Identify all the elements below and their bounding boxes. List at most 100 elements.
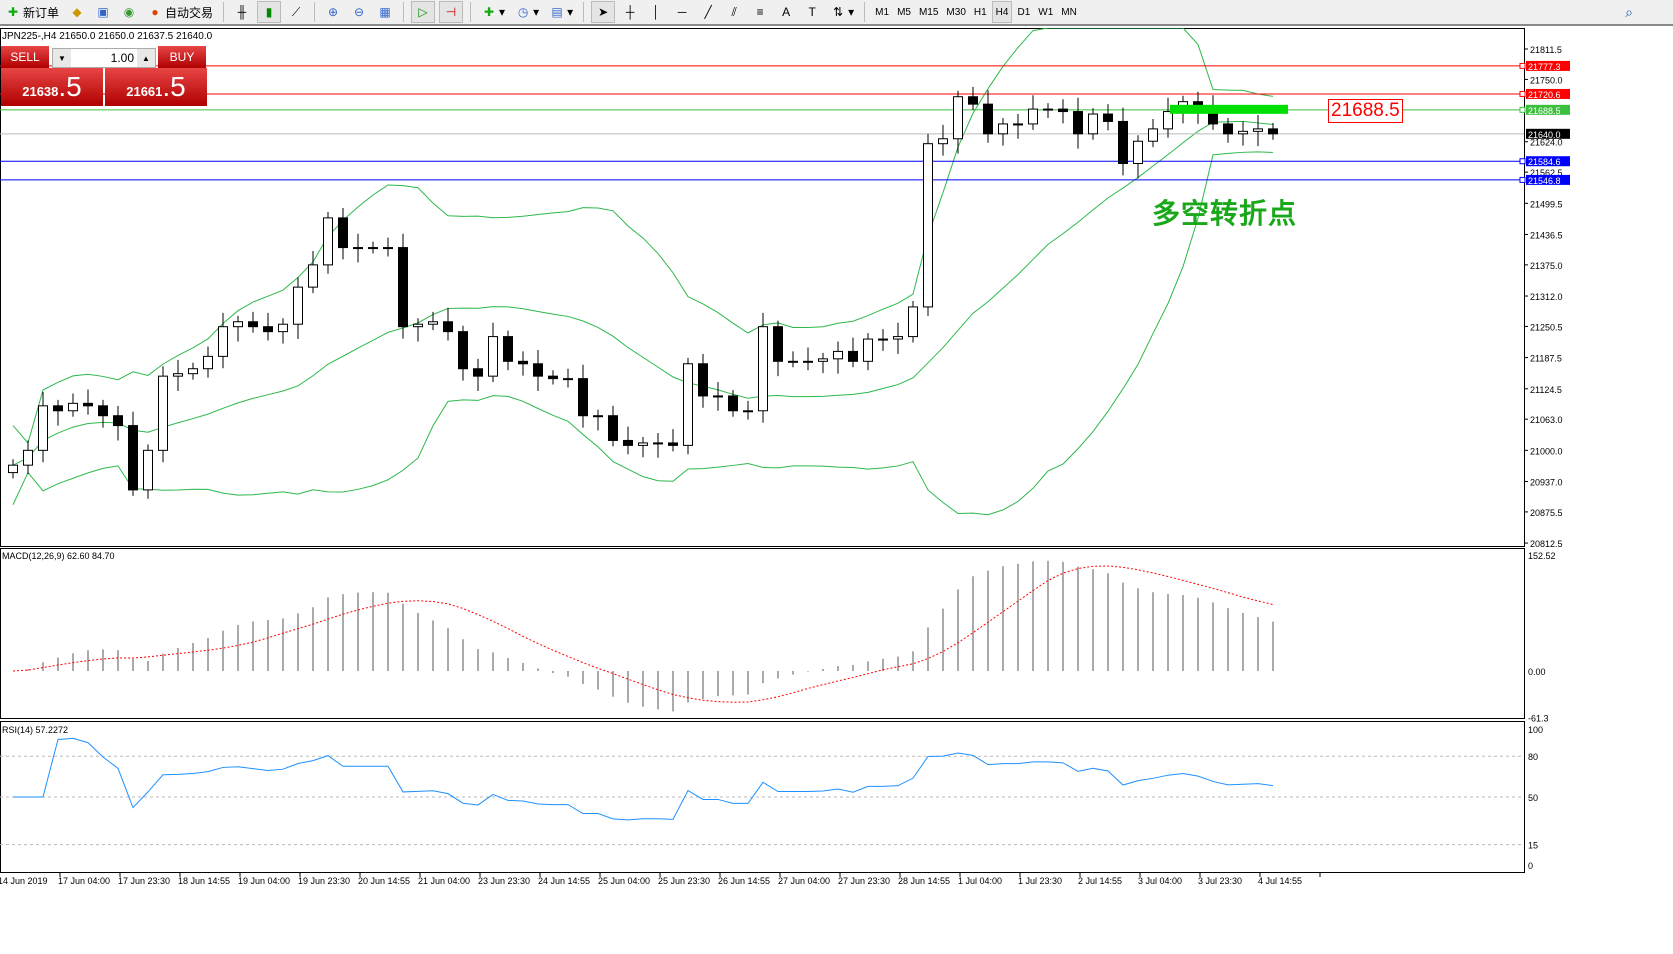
line-chart-button[interactable]: ⟋ [285, 1, 307, 23]
bull-candle [758, 326, 768, 412]
timeframe-mn[interactable]: MN [1061, 6, 1077, 18]
timeframe-w1[interactable]: W1 [1038, 6, 1054, 18]
price-axis-label: 20812.5 [1530, 539, 1563, 549]
timeframe-m30[interactable]: M30 [946, 6, 966, 18]
auto-scroll-button[interactable]: ▷ [411, 1, 436, 23]
time-axis-label: 17 Jun 04:00 [58, 876, 110, 886]
price-axis-label: 21562.5 [1530, 168, 1563, 178]
time-axis-label: 3 Jul 04:00 [1138, 876, 1182, 886]
bull-candle [998, 123, 1008, 135]
horizontal-line-icon: ─ [677, 5, 687, 19]
time-axis-label: 20 Jun 14:55 [358, 876, 410, 886]
text-button[interactable]: A [775, 1, 797, 23]
cursor-button[interactable]: ➤ [591, 1, 616, 23]
crosshair-button[interactable]: ┼ [619, 1, 641, 23]
channel-button[interactable]: ⫽ [723, 1, 745, 23]
bar-chart-button[interactable]: ╫ [231, 1, 253, 23]
bull-candle [158, 375, 168, 451]
bollinger-middle [12, 120, 1274, 466]
bear-candle [53, 405, 63, 412]
price-line-tag [1526, 174, 1570, 185]
timeframe-m15[interactable]: M15 [918, 6, 939, 18]
book-icon: ◆ [72, 5, 82, 19]
time-axis-label: 23 Jun 23:30 [478, 876, 530, 886]
sell-button[interactable]: SELL [1, 46, 49, 68]
price-axis-label: 21375.0 [1530, 261, 1563, 271]
tile-windows-button[interactable]: ▦ [374, 1, 396, 23]
vertical-line-button[interactable]: │ [645, 1, 667, 23]
candlestick-button[interactable]: ▮ [257, 1, 282, 23]
price-line-tag [1526, 60, 1570, 71]
bear-candle [773, 326, 783, 362]
volume-field[interactable]: ▼ 1.00 ▲ [52, 48, 156, 68]
volume-increase-button[interactable]: ▲ [137, 49, 155, 67]
timeframe-m5[interactable]: M5 [897, 6, 911, 18]
bull-candle [368, 247, 378, 250]
auto-trading-icon: ● [151, 5, 159, 19]
chart-area[interactable]: 21811.5 21750.0 21624.0 21562.5 21499.5 21436… [0, 28, 1673, 894]
bull-candle [1133, 140, 1143, 164]
volume-decrease-button[interactable]: ▼ [53, 49, 71, 67]
macd-axis-label: 0.00 [1528, 667, 1546, 677]
timeframe-m1[interactable]: M1 [875, 6, 890, 18]
price-line-label: 21688.5 [1528, 106, 1561, 116]
bull-candle [8, 464, 18, 474]
time-axis-label: 27 Jun 04:00 [778, 876, 830, 886]
bull-candle [713, 395, 723, 398]
bull-candle [383, 247, 393, 250]
new-order-icon: ✚ [7, 5, 19, 19]
bull-candle [638, 442, 648, 446]
bull-candle [1163, 111, 1173, 130]
bull-candle [293, 286, 303, 325]
template-icon: ▤ [551, 5, 563, 19]
rsi-axis-label: 50 [1528, 793, 1538, 803]
templates-button[interactable]: ▤ ▾ [546, 1, 576, 23]
fibonacci-button[interactable]: ≡ [749, 1, 771, 23]
time-axis-label: 19 Jun 04:00 [238, 876, 290, 886]
text-label-button[interactable]: T [801, 1, 823, 23]
bull-candle [683, 363, 693, 446]
text-label-icon: T [808, 5, 816, 19]
bear-candle [128, 425, 138, 491]
divider [864, 2, 866, 22]
bull-candle [803, 360, 813, 363]
search-icon[interactable]: ⌕ [1625, 4, 1633, 20]
bull-candle [1238, 130, 1248, 135]
sell-price[interactable]: 21638.5 [1, 68, 103, 106]
zoom-in-button[interactable]: ⊕ [322, 1, 344, 23]
bear-candle [698, 363, 708, 397]
timeframe-h4[interactable]: H4 [991, 1, 1013, 23]
bear-candle [608, 415, 618, 441]
navigator-button[interactable]: ◆ [66, 1, 88, 23]
buy-button[interactable]: BUY [158, 46, 206, 68]
trendline-button[interactable]: ╱ [697, 1, 719, 23]
horizontal-line-button[interactable]: ─ [671, 1, 693, 23]
timeframe-h1[interactable]: H1 [973, 6, 987, 18]
periods-button[interactable]: ◷ ▾ [512, 1, 542, 23]
buy-price[interactable]: 21661.5 [105, 68, 207, 106]
bull-candle [593, 415, 603, 418]
bull-candle [653, 442, 663, 445]
indicators-button[interactable]: ✚ ▾ [478, 1, 508, 23]
macd-pane [0, 548, 1525, 719]
divider [314, 2, 316, 22]
bear-candle [968, 96, 978, 105]
price-line-tag [1526, 88, 1570, 99]
signals-button[interactable]: ◉ [118, 1, 140, 23]
bear-candle [728, 395, 738, 412]
timeframe-d1[interactable]: D1 [1017, 6, 1031, 18]
bull-candle [428, 321, 438, 325]
price-line-tag [1526, 104, 1570, 115]
reversal-point-annotation: 多空转折点 [1152, 198, 1298, 229]
arrows-button[interactable]: ⇅ ▾ [827, 1, 857, 23]
price-axis-label: 21250.5 [1530, 322, 1563, 332]
auto-trading-button[interactable]: ● 自动交易 [144, 1, 216, 23]
volume-input[interactable]: 1.00 [110, 51, 134, 65]
symbol-info: JPN225-,H4 21650.0 21650.0 21637.5 21640… [2, 31, 213, 42]
zoom-out-button[interactable]: ⊖ [348, 1, 370, 23]
new-order-button[interactable]: ✚ 新订单 [2, 1, 62, 23]
chart-shift-button[interactable]: ⊣ [439, 1, 464, 23]
highlight-bar [1170, 104, 1288, 114]
price-axis-label: 21000.0 [1530, 446, 1563, 456]
terminal-button[interactable]: ▣ [92, 1, 114, 23]
